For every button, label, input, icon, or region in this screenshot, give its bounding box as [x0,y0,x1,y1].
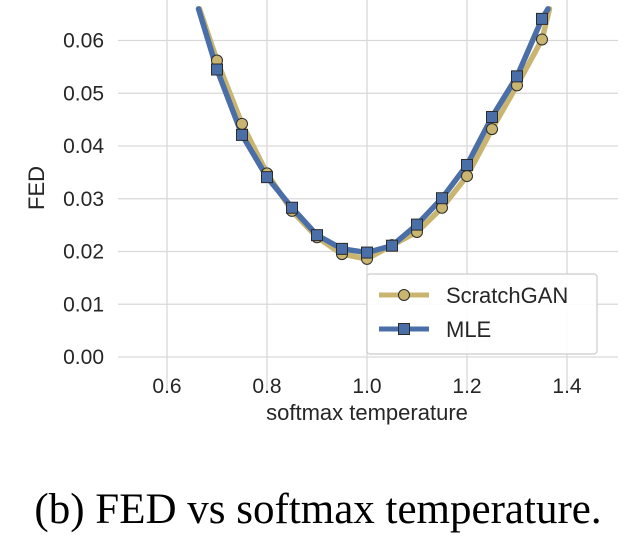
data-point-mle [511,70,523,83]
data-point-mle [461,158,473,171]
x-tick-label: 0.8 [252,375,281,398]
y-tick-label: 0.06 [63,30,104,53]
y-tick-label: 0.00 [63,346,104,369]
data-point-scratchgan [236,117,248,130]
y-tick-label: 0.03 [63,188,104,211]
series-lines [195,6,553,265]
x-axis-label: softmax temperature [266,400,468,425]
y-tick-label: 0.04 [63,135,104,158]
data-point-mle [411,218,423,231]
data-point-mle [436,192,448,205]
data-point-mle [336,242,348,255]
figure-caption: (b) FED vs softmax temperature. [34,486,601,533]
data-point-mle [286,201,298,214]
y-tick-label: 0.02 [63,241,104,264]
series-line-mle [195,6,551,256]
data-point-mle [211,63,223,76]
legend: ScratchGAN MLE [366,273,598,355]
legend-marker-mle [398,323,410,335]
y-tick-label: 0.01 [63,293,104,316]
data-point-mle [386,239,398,252]
data-point-scratchgan [536,33,548,46]
x-tick-label: 1.0 [352,375,381,398]
legend-marker-scratchgan [398,289,410,301]
y-tick-label: 0.05 [63,82,104,105]
data-point-mle [361,246,373,259]
x-tick-label: 1.2 [452,375,481,398]
data-point-mle [486,110,498,123]
data-point-scratchgan [461,170,473,183]
data-point-mle [261,171,273,184]
data-point-mle [236,128,248,141]
series-line-scratchgan [196,6,553,262]
y-axis-label: FED [24,166,49,210]
legend-label-scratchgan: ScratchGAN [446,283,568,308]
data-point-mle [536,12,548,25]
x-tick-label: 0.6 [152,375,181,398]
x-tick-label: 1.4 [552,375,582,398]
legend-label-mle: MLE [446,317,491,342]
data-point-scratchgan [486,123,498,136]
grid-lines [118,0,618,390]
tick-labels: 0.6 0.8 1.0 1.2 1.4 0.00 0.01 0.02 0.03 0.04 0.05 0… [63,30,582,399]
plot-area [195,6,553,265]
data-point-mle [311,229,323,242]
